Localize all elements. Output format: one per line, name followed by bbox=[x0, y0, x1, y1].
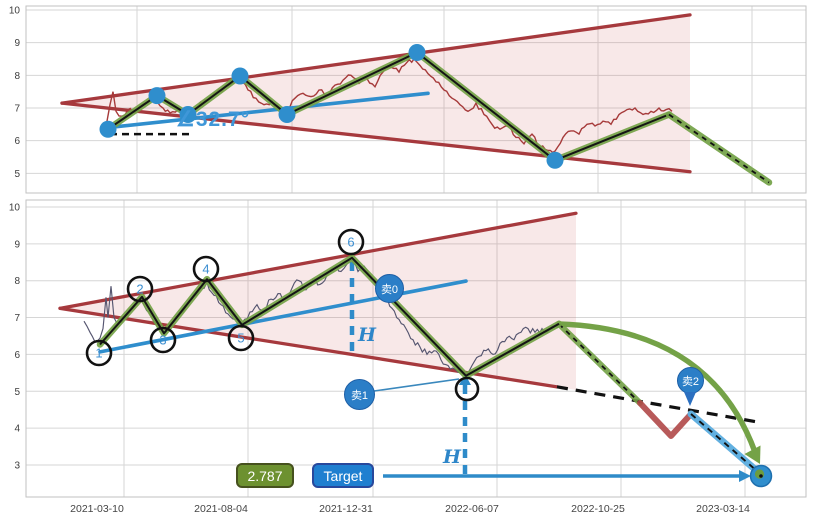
y-tick-label: 10 bbox=[9, 202, 21, 213]
wedge-lower-line bbox=[60, 101, 692, 174]
red-bounce-zigzag bbox=[637, 400, 694, 439]
top-panel: 5 6 7 8 9 10 bbox=[9, 5, 807, 194]
y-tick-label: 8 bbox=[14, 276, 20, 287]
wave-number-4: 4 bbox=[202, 262, 209, 277]
zigzag-tail-core-dashed bbox=[668, 113, 770, 184]
y-tick-label: 9 bbox=[14, 38, 20, 49]
pivot-marker bbox=[546, 151, 564, 169]
zigzag-core bbox=[99, 256, 560, 377]
sell-1-leader-line bbox=[373, 378, 460, 392]
panel-border bbox=[25, 199, 807, 498]
wave-circle-4 bbox=[192, 255, 220, 283]
pivot-marker bbox=[408, 43, 426, 61]
pivot-marker bbox=[278, 106, 296, 124]
pivot-marker bbox=[99, 120, 117, 138]
y-tick-label: 6 bbox=[14, 350, 20, 361]
height-arrow-up bbox=[459, 374, 471, 385]
wedge-upper-line bbox=[60, 13, 692, 105]
y-tick-label: 4 bbox=[14, 424, 20, 435]
green-arrow-head bbox=[744, 445, 761, 464]
wedge-fill bbox=[60, 213, 576, 390]
wave-number-6: 6 bbox=[347, 235, 354, 250]
y-tick-label: 10 bbox=[9, 5, 21, 16]
pivot-marker bbox=[231, 67, 249, 85]
wave-circle-3 bbox=[149, 326, 177, 354]
breakdown-circle bbox=[454, 376, 480, 402]
endpoint-dot bbox=[759, 474, 763, 478]
y-tick-label: 3 bbox=[14, 461, 20, 472]
y-tick-label: 7 bbox=[14, 104, 20, 115]
pivot-marker bbox=[179, 106, 197, 124]
y-tick-label: 5 bbox=[14, 387, 20, 398]
wave-circle-1 bbox=[85, 339, 113, 367]
wave-number-1: 1 bbox=[95, 346, 102, 361]
pivot-marker bbox=[148, 87, 166, 105]
wedge-upper-line bbox=[58, 211, 578, 310]
wave-circle-6 bbox=[337, 228, 365, 256]
wedge-fill bbox=[62, 14, 690, 172]
endpoint-green-core bbox=[754, 469, 765, 479]
y-tick-label: 5 bbox=[14, 169, 20, 180]
green-curved-arrow bbox=[556, 321, 758, 455]
wave-number-3: 3 bbox=[159, 333, 166, 348]
blue-trendline bbox=[106, 91, 430, 130]
y-tick-label: 8 bbox=[14, 71, 20, 82]
wave-number-5: 5 bbox=[237, 331, 244, 346]
y-tick-label: 6 bbox=[14, 136, 20, 147]
y-tick-label: 7 bbox=[14, 313, 20, 324]
blue-projection-core-dashed bbox=[690, 413, 758, 472]
wave-circle-2 bbox=[126, 275, 154, 303]
blue-trendline bbox=[98, 279, 468, 354]
panel-border bbox=[25, 5, 807, 194]
bottom-panel: 3 4 5 6 7 8 9 10 1 2 3 4 5 6 bbox=[9, 199, 807, 498]
y-tick-label: 9 bbox=[14, 239, 20, 250]
green-projection-core-dashed bbox=[558, 323, 641, 404]
target-arrow-head bbox=[739, 470, 751, 482]
lower-line-dashed-extension bbox=[556, 385, 758, 424]
wave-number-2: 2 bbox=[136, 282, 143, 297]
wave-circle-5 bbox=[227, 324, 255, 352]
